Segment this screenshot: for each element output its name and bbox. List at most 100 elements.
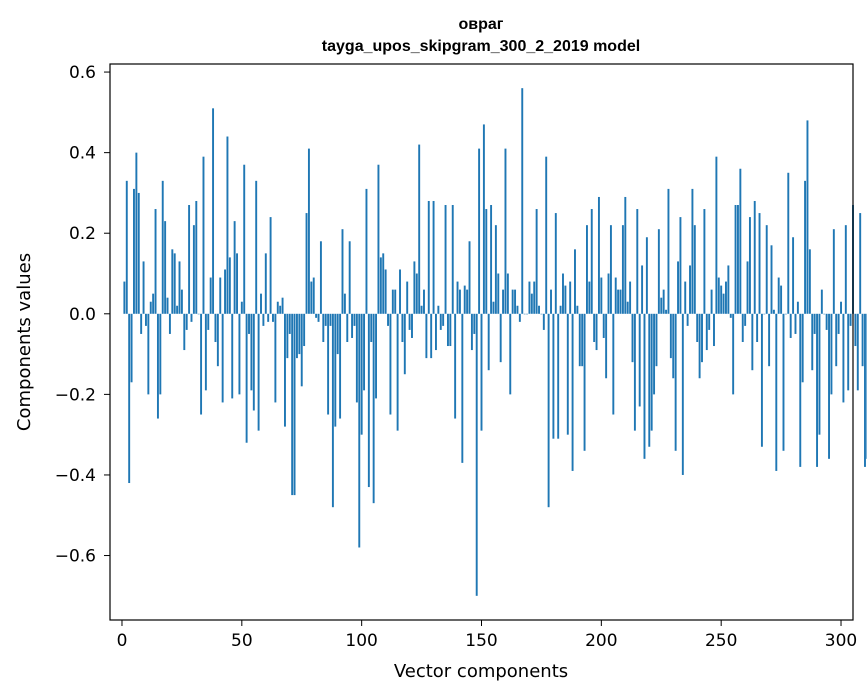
bar-67	[281, 297, 284, 314]
bar-15	[156, 313, 159, 419]
bar-271	[770, 245, 773, 314]
y-axis-label: Components values	[14, 253, 35, 431]
bar-60	[264, 253, 267, 314]
bar-275	[780, 285, 783, 314]
bar-98	[355, 313, 358, 403]
bar-26	[183, 313, 186, 351]
bar-183	[559, 305, 562, 314]
bar-236	[686, 313, 689, 326]
bar-144	[466, 289, 469, 314]
bar-108	[379, 257, 382, 314]
bar-156	[494, 225, 497, 314]
bar-298	[835, 313, 838, 367]
bar-21	[171, 249, 174, 314]
bar-282	[796, 301, 799, 314]
bar-218	[643, 313, 646, 459]
bar-99	[358, 313, 361, 548]
bar-155	[492, 301, 495, 314]
bar-297	[832, 229, 835, 314]
bar-209	[621, 225, 624, 314]
bar-96	[351, 313, 354, 338]
bar-269	[765, 225, 768, 314]
bar-13	[152, 293, 155, 314]
bar-103	[367, 313, 370, 488]
bar-250	[720, 285, 723, 314]
bar-66	[279, 305, 282, 314]
bar-150	[480, 313, 483, 431]
bar-18	[164, 221, 167, 314]
bar-260	[744, 313, 747, 326]
bar-289	[813, 313, 816, 334]
bar-30	[192, 225, 195, 314]
bar-281	[794, 313, 797, 334]
bar-203	[607, 273, 610, 314]
bar-100	[360, 313, 363, 435]
bar-188	[571, 313, 574, 471]
bar-238	[691, 188, 694, 314]
bar-247	[713, 313, 715, 347]
bar-291	[818, 313, 821, 435]
bar-190	[576, 305, 579, 314]
bar-294	[825, 313, 828, 330]
bar-119	[406, 281, 409, 314]
bar-230	[672, 313, 675, 379]
bar-122	[413, 261, 416, 314]
bar-153	[487, 313, 490, 371]
bar-274	[777, 277, 780, 314]
bar-6	[135, 152, 138, 314]
bar-259	[741, 313, 744, 342]
bar-231	[674, 313, 677, 451]
bar-83	[319, 241, 322, 314]
bar-25	[180, 289, 183, 314]
bar-117	[401, 313, 404, 342]
bar-12	[149, 301, 152, 314]
bar-93	[343, 293, 346, 314]
bar-182	[557, 313, 560, 439]
bar-235	[684, 281, 687, 314]
bar-37	[209, 277, 212, 314]
bar-222	[653, 313, 656, 395]
bar-180	[552, 313, 555, 439]
bar-278	[787, 172, 790, 314]
bar-204	[609, 225, 612, 314]
bar-243	[703, 209, 706, 314]
bar-310	[864, 313, 866, 467]
bar-44	[226, 136, 229, 314]
bar-186	[566, 313, 569, 435]
bar-244	[705, 313, 708, 351]
bar-299	[837, 313, 840, 334]
y-tick-label-5: 0.4	[69, 144, 96, 164]
bar-266	[758, 213, 761, 314]
x-tick-label-150: 150	[465, 631, 497, 651]
bar-207	[617, 289, 620, 314]
bar-262	[748, 217, 751, 314]
bar-212	[629, 281, 632, 314]
bar-210	[624, 196, 627, 314]
bar-166	[518, 313, 521, 322]
bar-95	[348, 241, 351, 314]
bar-14	[154, 209, 157, 314]
bar-265	[756, 313, 759, 342]
bar-192	[581, 313, 584, 367]
bar-232	[677, 261, 679, 314]
bar-138	[451, 205, 454, 314]
bar-253	[727, 265, 730, 314]
bar-11	[147, 313, 150, 395]
bar-27	[185, 313, 188, 330]
bar-201	[602, 313, 605, 338]
bar-104	[370, 313, 373, 342]
bar-165	[516, 305, 519, 314]
bar-158	[499, 313, 502, 363]
bars-group	[123, 88, 867, 596]
bar-62	[269, 217, 272, 314]
bar-17	[161, 180, 164, 314]
y-tick-label-4: 0.2	[69, 224, 96, 244]
axes-group: 0 50 100 150 200 250 300 −0.6 −0.4 −0.2 0.0 0.2 0.4 0…	[55, 63, 858, 651]
bar-225	[660, 297, 663, 314]
bar-76	[303, 313, 306, 347]
bar-31	[195, 200, 198, 314]
bar-45	[228, 257, 231, 314]
bar-20	[168, 313, 171, 334]
bar-77	[305, 213, 308, 314]
bar-97	[353, 313, 356, 326]
